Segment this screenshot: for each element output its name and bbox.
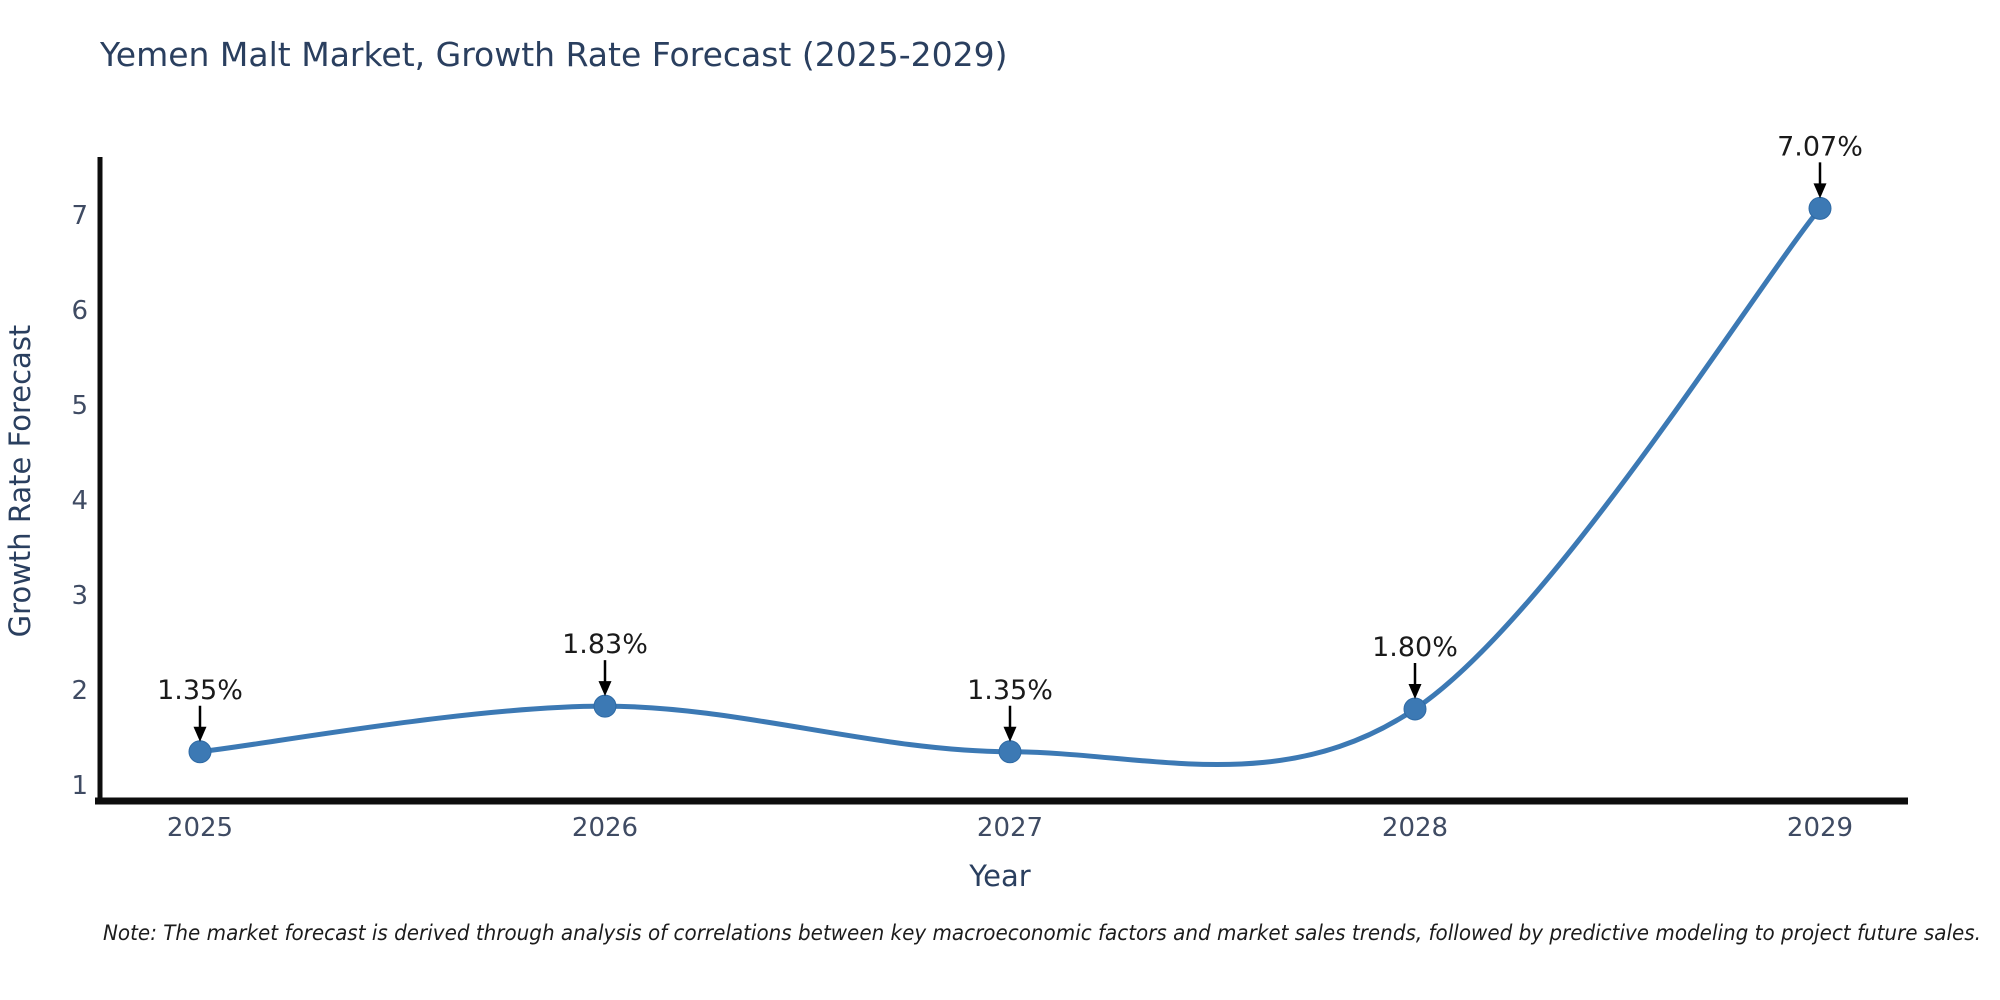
- point-value-label: 7.07%: [1777, 131, 1863, 162]
- chart-title: Yemen Malt Market, Growth Rate Forecast …: [99, 35, 1007, 74]
- x-tick-labels: 2025 2026 2027 2028 2029: [167, 813, 1853, 843]
- annotation-arrow-head-icon: [193, 726, 207, 742]
- data-point-marker: [998, 740, 1022, 764]
- x-axis-title: Year: [968, 859, 1030, 893]
- x-tick-label: 2028: [1382, 813, 1448, 843]
- x-tick-label: 2029: [1787, 813, 1853, 843]
- y-tick-labels: 1 2 3 4 5 6 7: [71, 201, 88, 801]
- point-value-label: 1.35%: [157, 675, 243, 706]
- x-tick-label: 2027: [977, 813, 1043, 843]
- x-tick-label: 2025: [167, 813, 233, 843]
- annotation-arrow-head-icon: [598, 681, 612, 697]
- data-point-marker: [1808, 196, 1832, 220]
- y-tick-label: 6: [71, 296, 88, 326]
- y-tick-label: 7: [71, 201, 88, 231]
- x-tick-label: 2026: [572, 813, 638, 843]
- annotation-arrow-head-icon: [1003, 726, 1017, 742]
- y-tick-label: 5: [71, 391, 88, 421]
- point-annotations: 1.35% 1.83% 1.35% 1.80% 7.07%: [157, 131, 1863, 742]
- y-tick-label: 1: [71, 771, 88, 801]
- data-point-marker: [593, 694, 617, 718]
- point-value-label: 1.83%: [562, 629, 648, 660]
- point-value-label: 1.35%: [967, 675, 1053, 706]
- footnote: Note: The market forecast is derived thr…: [103, 921, 1981, 945]
- annotation-arrow-head-icon: [1813, 183, 1827, 199]
- y-tick-label: 4: [71, 486, 88, 516]
- y-tick-label: 2: [71, 676, 88, 706]
- annotation-arrow-head-icon: [1408, 684, 1422, 699]
- line-series: [188, 196, 1832, 768]
- y-tick-label: 3: [71, 581, 88, 611]
- point-value-label: 1.80%: [1372, 632, 1458, 663]
- trend-line: [197, 205, 1823, 768]
- y-axis-title: Growth Rate Forecast: [3, 325, 37, 638]
- data-point-marker: [188, 740, 212, 764]
- data-point-marker: [1403, 697, 1427, 721]
